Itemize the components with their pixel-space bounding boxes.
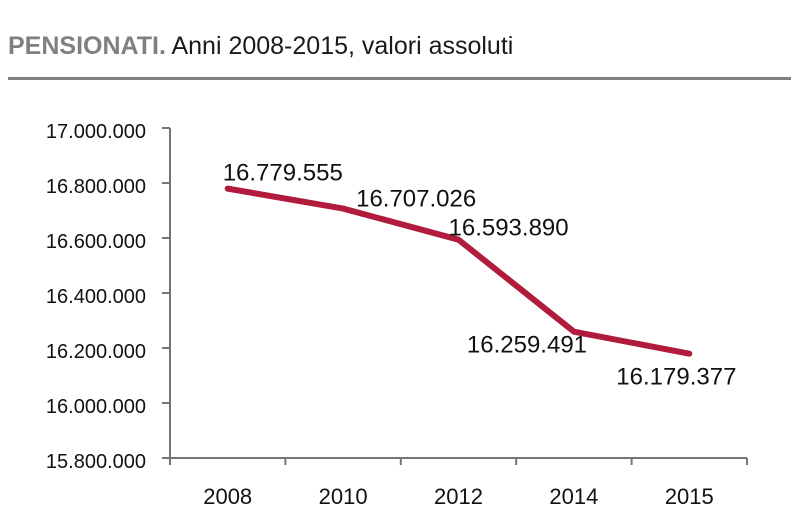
data-point-label: 16.259.491 — [467, 332, 587, 359]
x-axis-label: 2012 — [434, 484, 483, 509]
x-axis-label: 2014 — [549, 484, 598, 509]
y-axis-label: 16.600.000 — [46, 231, 146, 253]
y-axis-label: 16.000.000 — [46, 396, 146, 418]
data-point-label: 16.707.026 — [356, 186, 476, 213]
y-axis-label: 17.000.000 — [46, 121, 146, 143]
data-point-label: 16.779.555 — [223, 160, 343, 187]
data-line — [224, 185, 693, 357]
chart-title-subtitle: Anni 2008-2015, valori assoluti — [165, 32, 514, 60]
y-axis-label: 16.400.000 — [46, 286, 146, 308]
chart-title: PENSIONATI. Anni 2008-2015, valori assol… — [8, 32, 514, 61]
chart-title-emphasis: PENSIONATI. — [8, 32, 166, 60]
x-axis-label: 2008 — [203, 484, 252, 509]
data-point-label: 16.179.377 — [616, 364, 736, 391]
x-axis-label: 2015 — [665, 484, 714, 509]
y-axis-label: 16.200.000 — [46, 341, 146, 363]
data-point-label: 16.593.890 — [449, 215, 569, 242]
y-axis-label: 15.800.000 — [46, 451, 146, 473]
x-axis-label: 2010 — [319, 484, 368, 509]
title-divider — [8, 77, 791, 80]
y-axis-label: 16.800.000 — [46, 176, 146, 198]
